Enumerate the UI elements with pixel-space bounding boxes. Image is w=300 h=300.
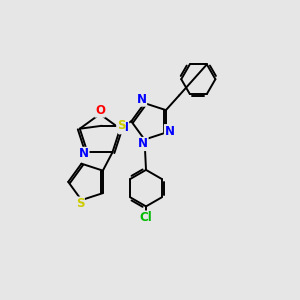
Text: N: N <box>138 137 148 151</box>
Text: N: N <box>136 93 147 106</box>
Text: N: N <box>164 124 175 138</box>
Text: N: N <box>79 147 89 161</box>
Text: S: S <box>76 197 84 210</box>
Text: S: S <box>117 119 125 132</box>
Text: O: O <box>95 104 105 117</box>
Text: N: N <box>118 121 129 134</box>
Text: Cl: Cl <box>140 211 152 224</box>
